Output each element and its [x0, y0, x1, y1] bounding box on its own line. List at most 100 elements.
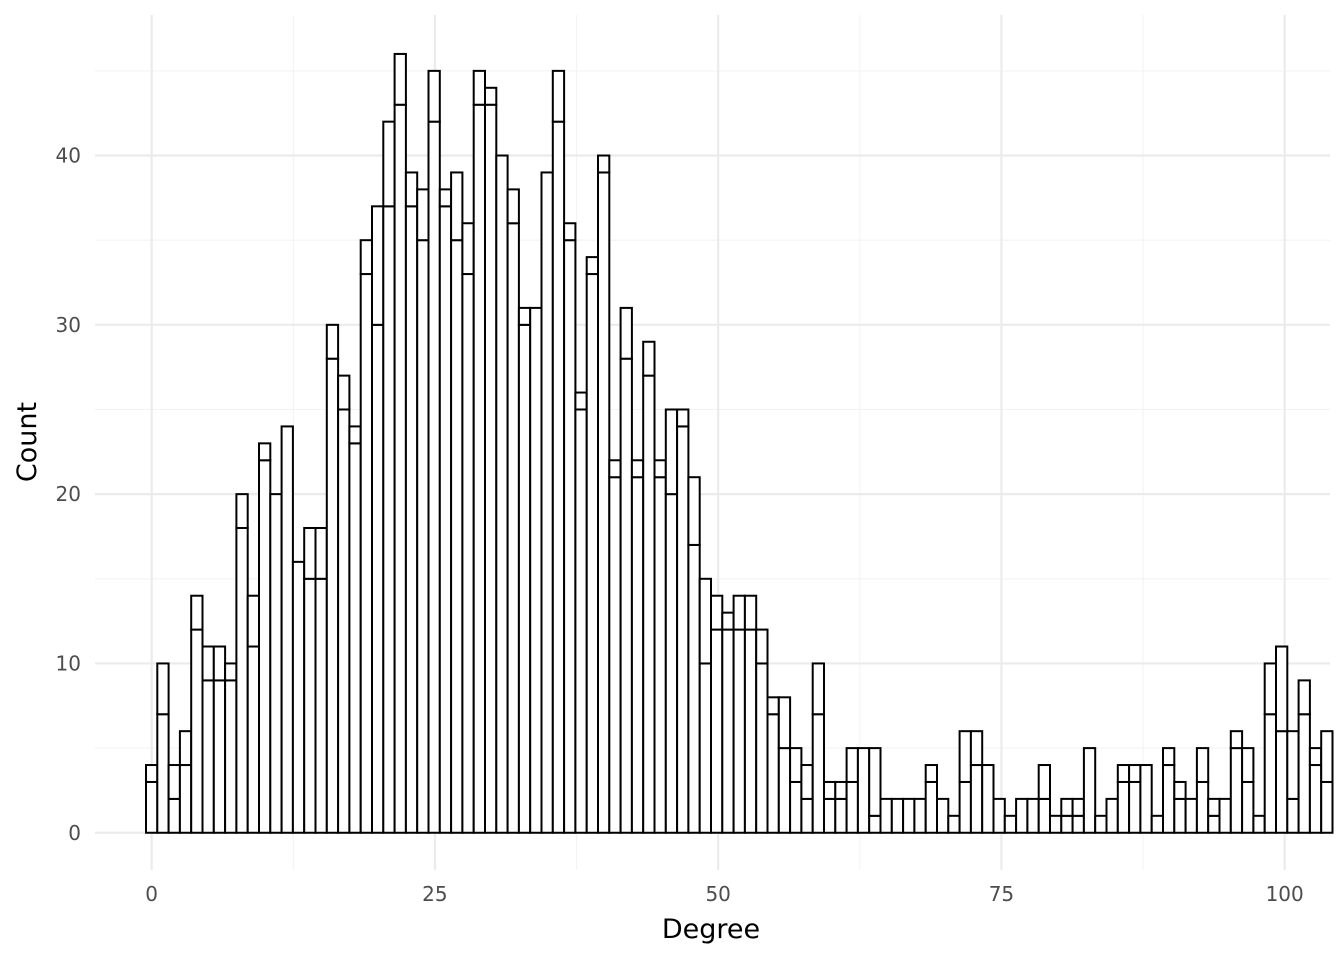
histogram-bar — [732, 594, 746, 631]
histogram-bar — [178, 730, 193, 767]
histogram-bar — [359, 273, 374, 834]
histogram-bar — [664, 493, 679, 834]
histogram-bar — [438, 205, 453, 834]
histogram-bar — [167, 764, 181, 800]
histogram-bar — [630, 459, 645, 479]
histogram-bar — [676, 425, 690, 834]
histogram-bar — [1229, 730, 1244, 750]
histogram-bar — [1071, 814, 1085, 834]
histogram-bar — [484, 103, 498, 834]
histogram-bar — [1229, 747, 1244, 834]
histogram-bar — [1150, 814, 1165, 834]
histogram-bar — [1116, 780, 1131, 834]
histogram-bar — [698, 577, 713, 665]
histogram-bar — [1128, 780, 1142, 834]
histogram-bar — [1263, 662, 1278, 716]
histogram-bar — [1184, 797, 1198, 834]
histogram-bar — [258, 442, 272, 462]
histogram-bar — [427, 69, 441, 123]
histogram-bar — [868, 814, 882, 834]
histogram-bar — [653, 459, 667, 479]
histogram-bar — [145, 764, 159, 783]
histogram-bar — [325, 323, 340, 360]
histogram-bar — [348, 425, 362, 445]
histogram-bar — [551, 69, 566, 123]
histogram-bar — [958, 730, 972, 783]
histogram-bar — [371, 323, 385, 834]
histogram-bar — [1241, 780, 1255, 834]
histogram-bar — [687, 476, 701, 546]
histogram-bar — [823, 780, 837, 800]
histogram-bar — [743, 628, 758, 834]
histogram-bar — [856, 747, 871, 834]
histogram-bar — [1297, 679, 1311, 716]
histogram-bar — [1173, 780, 1187, 800]
histogram-bar — [1003, 814, 1018, 834]
histogram-bar — [506, 222, 520, 834]
histogram-bar — [1297, 713, 1311, 834]
histogram-bar — [1275, 645, 1289, 733]
histogram-bar — [597, 171, 611, 834]
histogram-bar — [1060, 797, 1074, 817]
histogram-bar — [1139, 764, 1153, 834]
histogram-bar — [1082, 747, 1097, 834]
histogram-bar — [585, 273, 600, 834]
histogram-bar — [1263, 713, 1278, 834]
histogram-bar — [325, 357, 340, 834]
histogram-bar — [642, 340, 656, 377]
histogram-bar — [585, 256, 600, 276]
histogram-bar — [461, 273, 475, 834]
histogram-bar — [461, 222, 475, 276]
histogram-bar — [517, 323, 532, 834]
histogram-bar — [472, 69, 487, 106]
histogram-bar — [178, 764, 193, 834]
histogram-bar — [167, 797, 181, 834]
histogram-bar — [235, 493, 249, 529]
histogram-bar — [416, 188, 430, 242]
histogram-bar — [619, 306, 633, 360]
histogram-bar — [212, 679, 227, 834]
histogram-bar — [201, 645, 215, 682]
histogram-bar — [1173, 797, 1187, 834]
histogram-bar — [924, 780, 939, 834]
histogram-bar — [1094, 814, 1108, 834]
histogram-bar — [404, 171, 419, 208]
histogram-bar — [190, 628, 204, 834]
y-axis-title: Count — [12, 402, 43, 482]
histogram-bar — [416, 239, 430, 834]
histogram-bar — [348, 442, 362, 834]
histogram-bar — [303, 577, 317, 834]
histogram-bar — [676, 408, 690, 428]
histogram-bar — [969, 764, 984, 834]
histogram-bar — [1286, 730, 1300, 800]
histogram-bar — [337, 374, 351, 411]
histogram-bar — [1049, 814, 1063, 834]
histogram-bar — [438, 188, 453, 208]
histogram-bar — [721, 611, 735, 631]
x-axis-title: Degree — [662, 914, 760, 945]
histogram-bar — [1037, 764, 1052, 800]
y-tick-label: 20 — [56, 482, 81, 506]
histogram-bar — [224, 679, 238, 834]
histogram-bar — [156, 713, 170, 834]
x-tick-label: 75 — [989, 882, 1014, 906]
histogram-bar — [1116, 764, 1131, 783]
histogram-bar — [280, 425, 294, 834]
histogram-bar — [958, 780, 972, 834]
histogram-bar — [551, 120, 566, 834]
histogram-bar — [145, 780, 159, 834]
histogram-bar — [258, 459, 272, 834]
histogram-bar — [800, 764, 814, 800]
histogram-bar — [868, 747, 882, 817]
histogram-bar — [890, 797, 905, 834]
histogram-bar — [269, 493, 283, 834]
histogram-bar — [913, 797, 927, 834]
histogram-bar — [1162, 764, 1176, 834]
histogram-bar — [212, 645, 227, 682]
histogram-bar — [1286, 797, 1300, 834]
histogram-bar — [246, 645, 261, 834]
histogram-bar — [755, 628, 769, 665]
histogram-bar — [235, 527, 249, 834]
histogram-bar — [337, 408, 351, 834]
histogram-bar — [574, 391, 588, 411]
